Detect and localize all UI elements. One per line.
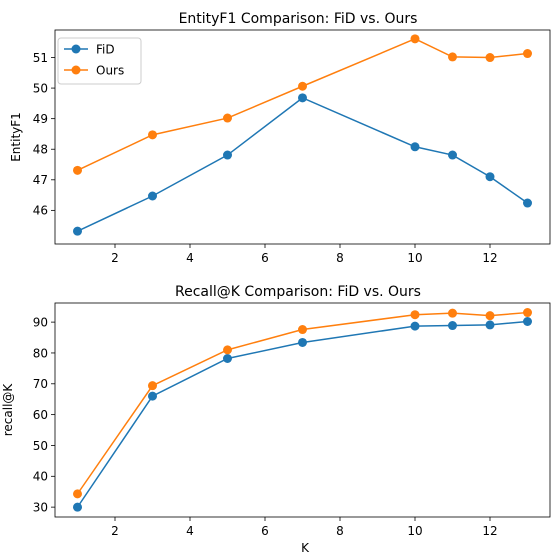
chart-title: EntityF1 Comparison: FiD vs. Ours xyxy=(179,11,418,27)
data-point-fid xyxy=(523,317,532,327)
data-point-fid xyxy=(298,337,307,347)
y-tick-label: 30 xyxy=(33,500,48,514)
data-point-fid xyxy=(485,172,495,182)
x-axis-label: K xyxy=(301,541,310,554)
y-tick-label: 48 xyxy=(33,143,48,157)
x-tick-label: 12 xyxy=(482,524,497,538)
x-tick-label: 8 xyxy=(336,251,344,265)
data-point-fid xyxy=(223,150,232,160)
y-tick-label: 51 xyxy=(33,51,48,65)
data-point-fid xyxy=(223,354,232,364)
data-point-fid xyxy=(73,502,82,512)
data-point-ours xyxy=(523,308,532,318)
y-tick-label: 49 xyxy=(33,112,48,126)
y-axis-label: EntityF1 xyxy=(9,112,23,162)
series-line-ours xyxy=(77,38,528,171)
legend-fid-marker xyxy=(71,44,81,54)
data-point-fid xyxy=(298,93,307,103)
data-point-ours xyxy=(73,165,82,175)
data-point-ours xyxy=(298,81,307,91)
x-tick-label: 4 xyxy=(186,524,194,538)
y-tick-label: 70 xyxy=(33,377,48,391)
x-tick-label: 6 xyxy=(261,251,269,265)
chart-title: Recall@K Comparison: FiD vs. Ours xyxy=(175,284,421,300)
data-point-fid xyxy=(485,320,495,330)
legend: FiD Ours xyxy=(57,37,142,85)
recall-chart: Recall@K Comparison: FiD vs. Ours recall… xyxy=(1,284,551,554)
data-point-ours xyxy=(410,310,420,320)
y-axis-label: recall@K xyxy=(1,383,15,437)
x-tick-label: 10 xyxy=(407,524,422,538)
data-point-fid xyxy=(410,142,420,152)
x-tick-label: 10 xyxy=(407,251,422,265)
plot-area: 2 4 6 8 10 12 30 40 50 60 70 80 90 xyxy=(33,302,551,538)
x-tick-label: 2 xyxy=(111,524,119,538)
data-point-ours xyxy=(410,34,420,44)
data-point-ours xyxy=(298,325,307,335)
y-tick-label: 80 xyxy=(33,346,48,360)
data-point-fid xyxy=(410,321,420,331)
data-point-ours xyxy=(223,113,232,123)
y-tick-label: 47 xyxy=(33,173,48,187)
data-point-ours xyxy=(73,489,82,499)
data-point-ours xyxy=(485,311,495,321)
y-tick-label: 90 xyxy=(33,315,48,329)
x-tick-label: 12 xyxy=(482,251,497,265)
x-tick-label: 4 xyxy=(186,251,194,265)
data-point-fid xyxy=(148,191,157,201)
data-point-ours xyxy=(448,308,457,318)
x-tick-label: 6 xyxy=(261,524,269,538)
x-tick-label: 8 xyxy=(336,524,344,538)
data-point-fid xyxy=(448,321,457,331)
data-point-ours xyxy=(148,381,157,391)
legend-ours-marker xyxy=(71,65,81,75)
data-point-ours xyxy=(223,345,232,355)
y-tick-label: 50 xyxy=(33,81,48,95)
data-point-ours xyxy=(485,53,495,63)
y-tick-label: 60 xyxy=(33,408,48,422)
y-tick-label: 40 xyxy=(33,470,48,484)
plot-frame xyxy=(54,302,551,518)
data-point-fid xyxy=(148,391,157,401)
data-point-fid xyxy=(448,150,457,160)
data-point-fid xyxy=(523,198,532,208)
data-point-fid xyxy=(73,226,82,236)
data-point-ours xyxy=(148,130,157,140)
data-point-ours xyxy=(523,49,532,59)
entityf1-chart: EntityF1 Comparison: FiD vs. Ours Entity… xyxy=(9,11,551,265)
data-point-ours xyxy=(448,52,457,62)
x-tick-label: 2 xyxy=(111,251,119,265)
series-line-fid xyxy=(77,97,528,232)
series-line-ours xyxy=(76,311,528,495)
series-line-fid xyxy=(76,320,528,508)
y-tick-label: 50 xyxy=(33,439,48,453)
legend-ours-label: Ours xyxy=(96,64,124,78)
legend-fid-label: FiD xyxy=(96,43,115,57)
plot-frame xyxy=(54,29,551,245)
y-tick-label: 46 xyxy=(33,204,48,218)
